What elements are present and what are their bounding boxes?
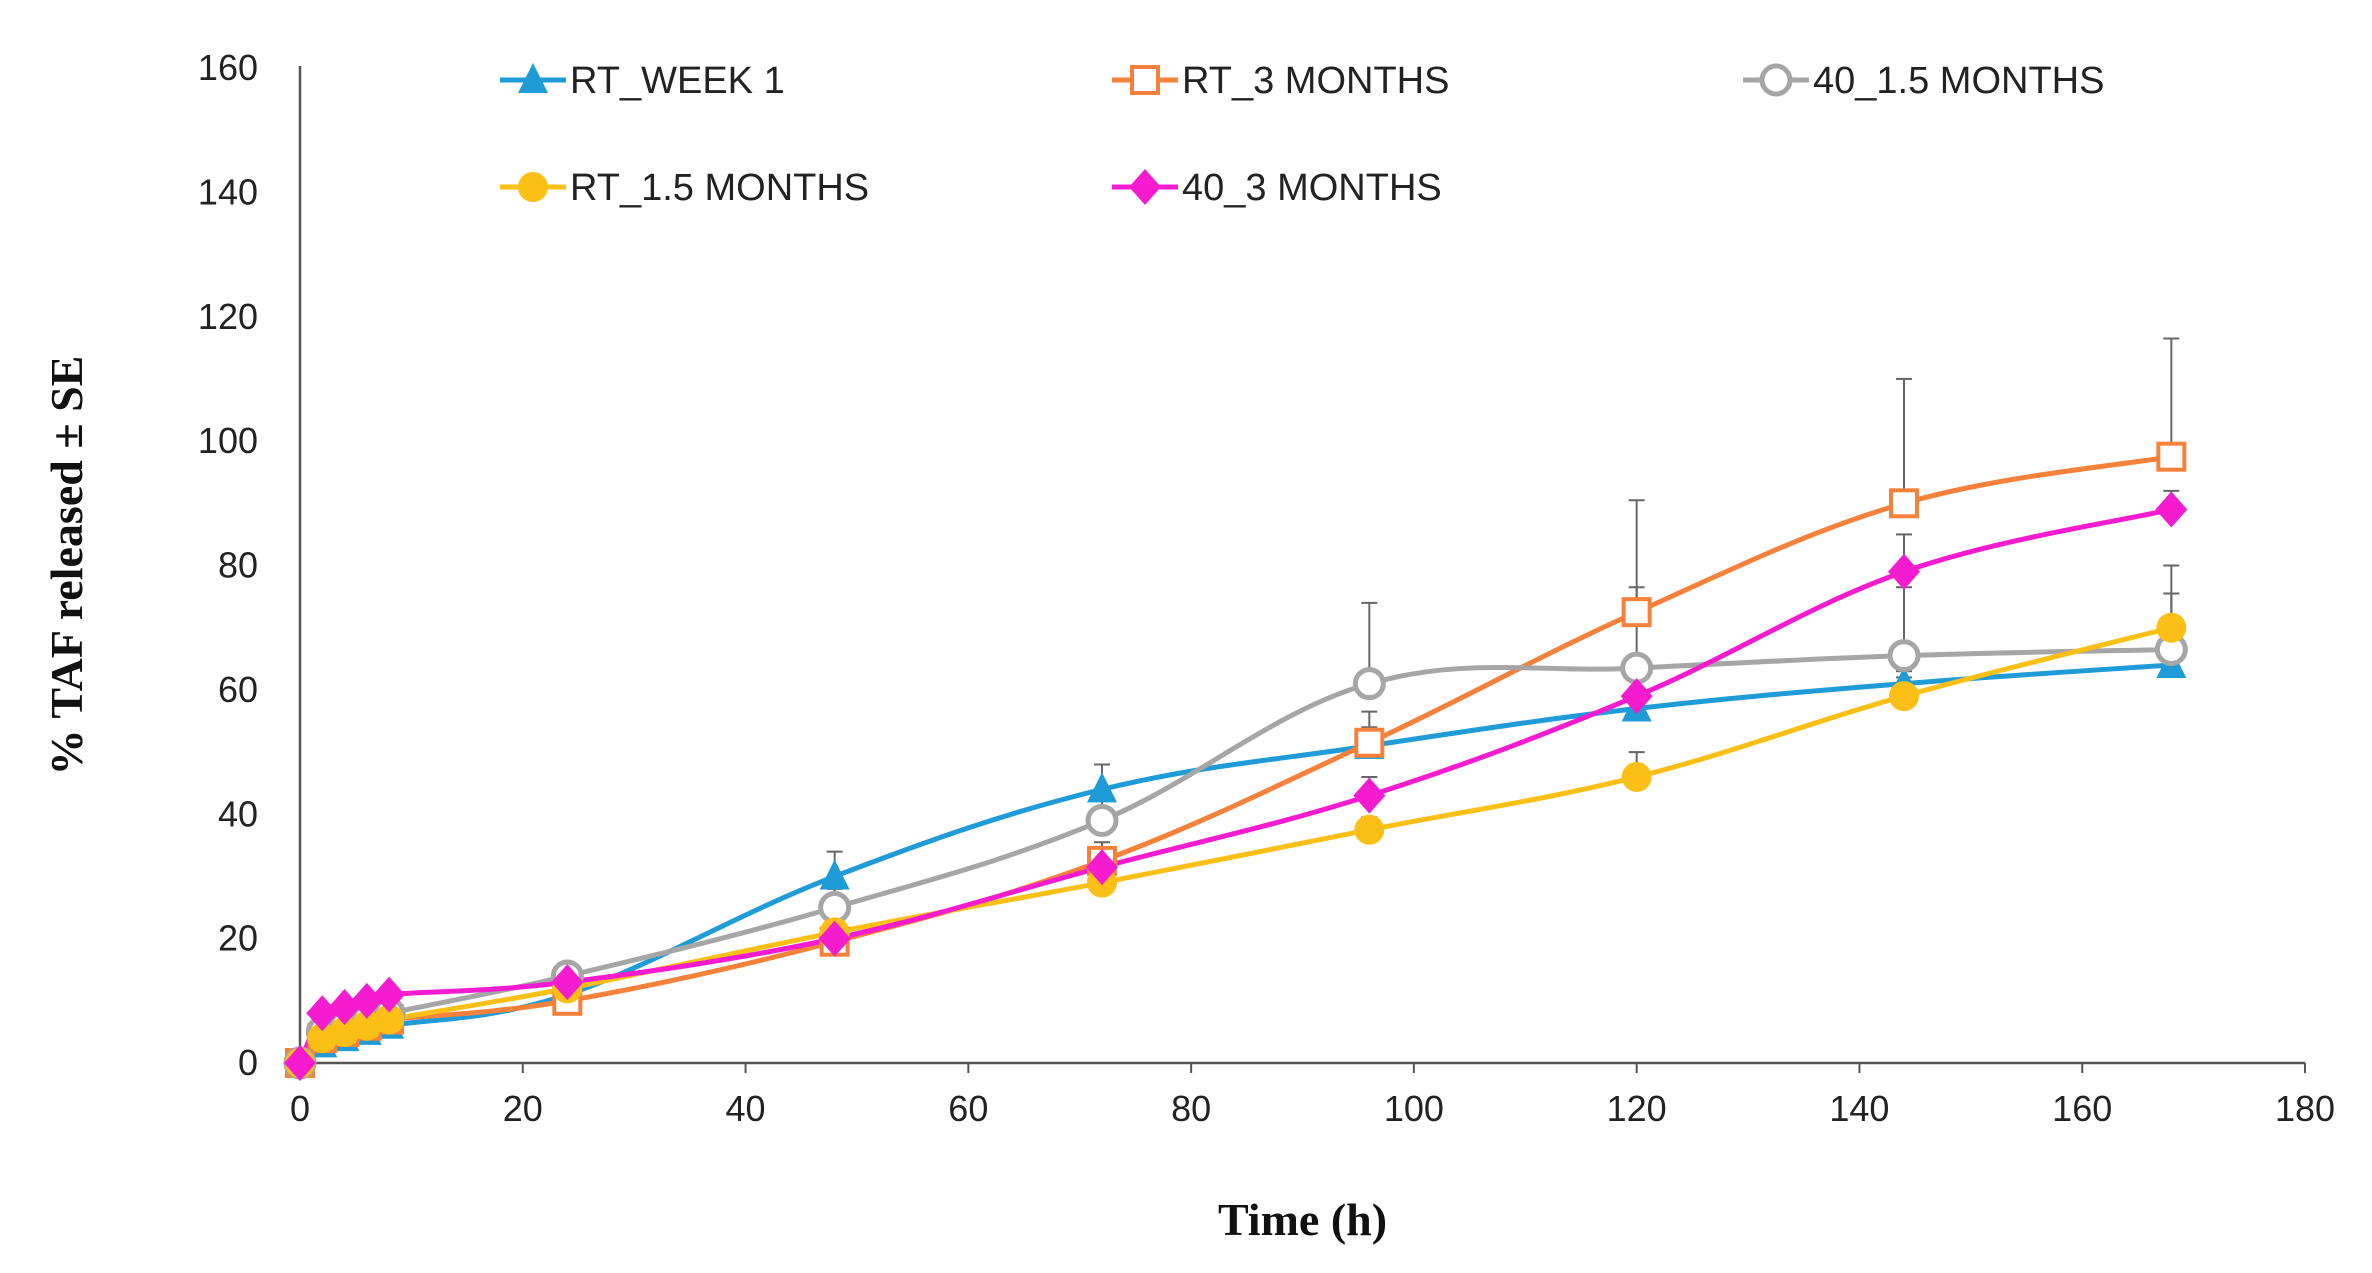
legend-label-rt-1-5-months: RT_1.5 MONTHS [570,167,869,209]
legend-marker-40-3-months [1129,169,1161,205]
legend-label-40-3-months: 40_3 MONTHS [1182,167,1442,209]
y-tick-label: 20 [218,918,258,959]
data-point-40-1-5-months [1620,651,1654,685]
data-point-40-3-months [2155,491,2188,528]
data-point-rt-week-1 [819,859,850,890]
data-point-40-1-5-months [1887,639,1921,673]
x-tick-label: 160 [2052,1088,2112,1129]
data-point-40-3-months [284,1045,316,1081]
legend-label-rt-3-months: RT_3 MONTHS [1182,60,1449,102]
x-tick-label: 140 [1829,1088,1889,1129]
y-tick-label: 40 [218,793,258,834]
data-point-rt-3-months [1889,488,1919,519]
data-point-40-3-months [328,989,361,1026]
legend-label-rt-week-1: RT_WEEK 1 [570,60,785,102]
x-tick-label: 100 [1384,1088,1444,1129]
data-point-40-3-months [551,964,584,1001]
data-point-rt-3-months [2156,441,2187,472]
y-tick-label: 120 [198,296,258,337]
x-tick-label: 0 [290,1088,310,1129]
y-tick-label: 80 [218,545,258,586]
data-point-40-3-months [1086,849,1118,886]
data-point-rt-1-5-months [1621,761,1652,792]
y-axis-title: % TAF released ± SE [41,356,92,776]
x-tick-label: 40 [726,1088,766,1129]
legend-marker-rt-1-5-months [518,172,548,202]
data-point-rt-1-5-months [1354,814,1385,845]
data-point-40-1-5-months [818,891,852,925]
axes: 0 20 40 60 80 100 120 140 160 0 20 40 60 80 100 120 140 1… [198,47,2335,1129]
series-markers [283,441,2188,1081]
data-point-40-1-5-months [1085,803,1119,837]
x-axis-title: Time (h) [1218,1194,1387,1245]
legend: RT_WEEK 1 RT_3 MONTHS 40_1.5 MONTHS RT_1.5 … [500,60,2104,209]
data-point-rt-week-1 [1087,772,1117,803]
data-point-rt-1-5-months [374,1004,405,1035]
y-tick-label: 60 [218,669,258,710]
data-point-rt-3-months [1621,597,1652,628]
data-point-40-3-months [818,920,851,957]
y-tick-label: 100 [198,420,258,461]
x-tick-label: 120 [1607,1088,1667,1129]
legend-marker-rt-3-months [1130,65,1160,95]
data-point-rt-1-5-months [1889,681,1919,712]
data-point-40-3-months [350,982,383,1019]
data-point-40-3-months [306,995,339,1032]
x-tick-label: 80 [1171,1088,1211,1129]
x-tick-label: 180 [2275,1088,2335,1129]
data-point-40-3-months [1620,678,1653,715]
data-point-40-1-5-months [1352,667,1386,701]
data-point-40-3-months [1888,553,1920,590]
x-tick-label: 60 [948,1088,988,1129]
legend-marker-40-1-5-months [1759,63,1793,97]
y-tick-label: 0 [238,1042,258,1083]
y-tick-label: 160 [198,47,258,88]
data-point-40-3-months [1353,777,1386,814]
data-point-rt-1-5-months [2156,612,2187,643]
data-point-rt-3-months [1354,727,1385,758]
x-tick-label: 20 [503,1088,543,1129]
y-tick-label: 140 [198,171,258,212]
legend-marker-rt-week-1 [518,63,548,93]
legend-label-40-1-5-months: 40_1.5 MONTHS [1813,60,2104,102]
data-point-40-3-months [373,976,406,1013]
